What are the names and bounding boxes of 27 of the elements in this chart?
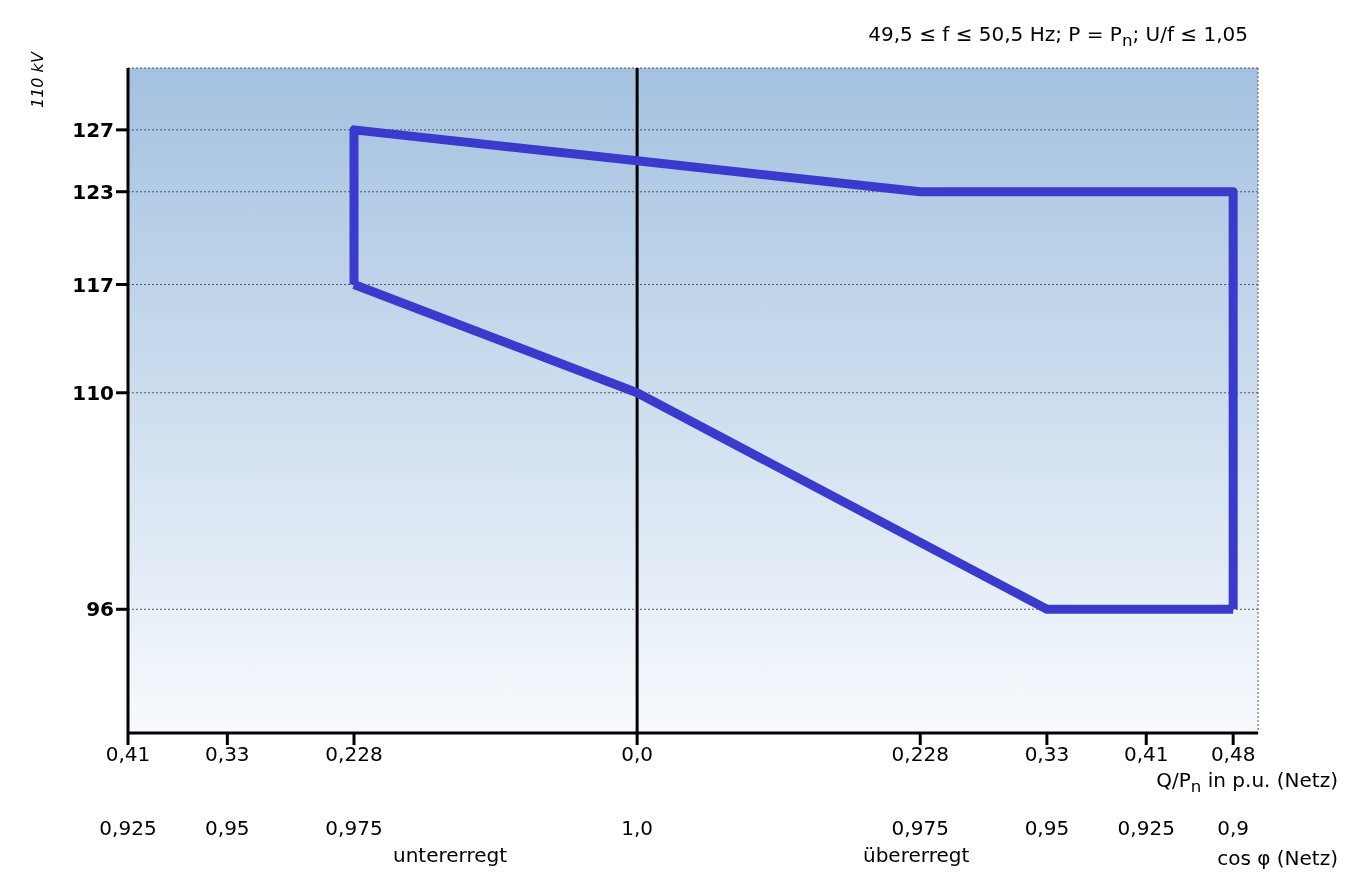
text: 0,95 [1024,816,1070,840]
x-tick-label: 0,33 [1024,742,1070,767]
x-tick-label: 0,228 [325,742,383,767]
x2-axis-title: cos φ (Netz) [1217,846,1338,870]
text: 0,925 [1117,816,1175,840]
chart-subtitle: 49,5 ≤ f ≤ 50,5 Hz; P = P$_{n}$; U/f ≤ 1,05 [868,22,1248,50]
text: 0,95 [205,816,250,840]
text: 0,975 [325,816,383,840]
text: 0,925 [99,816,157,840]
x-tick-label: 0,33 [205,742,250,767]
text: übererregt [863,843,970,867]
y-tick-label: 96 [86,597,114,622]
y-tick-label: 110 [72,380,114,405]
x-axis-title: Q/P$_{n}$ in p.u. (Netz) [1156,768,1338,796]
y-tick-label: 127 [72,117,114,142]
x-tick-label: 0,41 [1123,742,1169,767]
x-tick-label: 0,0 [621,742,654,767]
x-tick-label: 0,41 [105,742,151,767]
text: 0,975 [891,816,949,840]
x-tick-label: 0,48 [1210,742,1256,767]
y-tick-label: 123 [72,179,114,204]
text: untererregt [393,843,508,867]
y-tick-label: 117 [72,272,114,297]
text: 1,0 [621,816,654,840]
text: 110 kV [28,52,47,108]
x-tick-label: 0,228 [891,742,949,767]
text: 0,9 [1217,816,1250,840]
